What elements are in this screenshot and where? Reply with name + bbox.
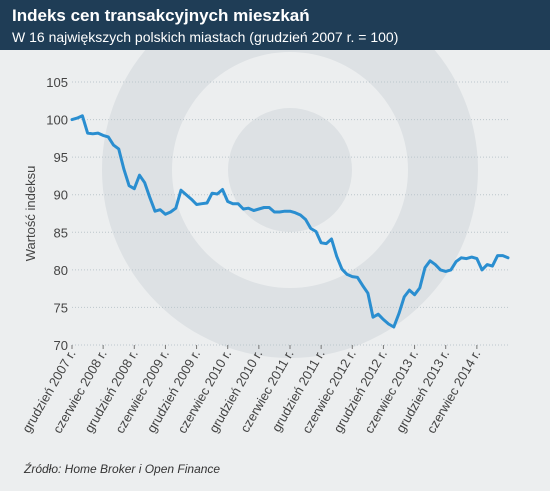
y-tick-label: 105 — [46, 75, 68, 90]
y-tick-label: 85 — [54, 225, 68, 240]
series-line — [70, 114, 510, 329]
y-tick-label: 100 — [46, 113, 68, 128]
chart-title: Indeks cen transakcyjnych mieszkań — [12, 6, 310, 25]
y-tick-label: 70 — [54, 338, 68, 353]
y-tick-label: 90 — [54, 188, 68, 203]
y-axis-label: Wartość indeksu — [23, 166, 38, 262]
watermark-core — [228, 108, 352, 232]
chart-subtitle: W 16 największych polskich miastach (gru… — [12, 29, 399, 45]
header-bar: Indeks cen transakcyjnych mieszkań W 16 … — [0, 0, 550, 50]
y-tick-label: 80 — [54, 263, 68, 278]
y-tick-label: 75 — [54, 300, 68, 315]
source-note: Źródło: Home Broker i Open Finance — [24, 462, 221, 476]
y-tick-label: 95 — [54, 150, 68, 165]
